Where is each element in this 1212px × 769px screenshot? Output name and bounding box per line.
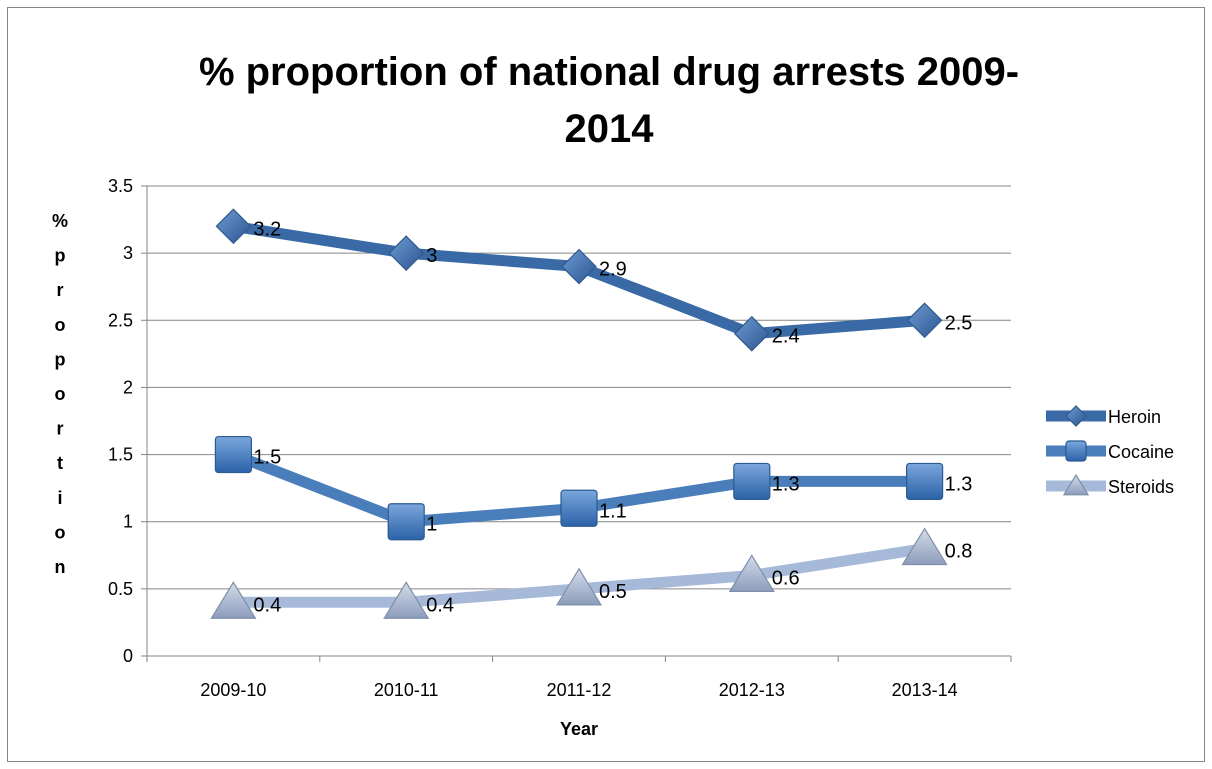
cocaine-data-label: 1.5 xyxy=(253,447,281,469)
x-tick-label: 2011-12 xyxy=(547,680,612,700)
legend-heroin-label: Heroin xyxy=(1108,407,1161,427)
steroids-marker xyxy=(210,581,257,619)
legend-steroids-label: Steroids xyxy=(1108,477,1174,497)
y-axis-title-char: r xyxy=(56,419,63,439)
heroin-marker xyxy=(215,208,252,245)
steroids-data-label: 0.8 xyxy=(945,541,973,563)
series-markers xyxy=(210,208,948,619)
heroin-data-label: 2.9 xyxy=(599,259,627,281)
cocaine-marker xyxy=(560,489,598,527)
x-tick-label: 2013-14 xyxy=(892,680,958,700)
y-axis-title-char: o xyxy=(55,315,66,335)
heroin-data-label: 3.2 xyxy=(253,218,281,240)
chart-frame xyxy=(7,7,1205,762)
y-tick-label: 1.5 xyxy=(108,445,133,465)
heroin-marker xyxy=(906,302,943,339)
steroids-data-label: 0.5 xyxy=(599,581,627,603)
steroids-marker xyxy=(555,567,603,606)
cocaine-data-label: 1.3 xyxy=(772,473,800,495)
x-tick-label: 2010-11 xyxy=(374,680,439,700)
y-tick-label: 2.5 xyxy=(108,310,133,330)
cocaine-data-label: 1.3 xyxy=(945,473,973,495)
heroin-marker xyxy=(388,235,425,271)
legend-steroids-marker xyxy=(1062,473,1090,496)
heroin-data-label: 2.4 xyxy=(772,326,800,348)
steroids-data-label: 0.6 xyxy=(772,567,800,589)
steroids-marker xyxy=(383,581,430,619)
x-tick-label: 2012-13 xyxy=(719,680,785,700)
x-tick-label: 2009-10 xyxy=(200,680,266,700)
legend: Heroin Cocaine Steroids xyxy=(1046,405,1174,497)
x-axis-title: Year xyxy=(560,719,598,739)
legend-cocaine-marker xyxy=(1065,440,1087,462)
y-axis-title-char: i xyxy=(57,488,62,508)
y-axis-title-char: p xyxy=(55,349,66,369)
y-axis-title: %proportion xyxy=(52,211,68,577)
chart-title-line-1: % proportion of national drug arrests 20… xyxy=(199,50,1019,94)
steroids-marker xyxy=(728,554,775,593)
steroids-data-label: 0.4 xyxy=(426,594,454,616)
cocaine-data-label: 1.1 xyxy=(599,500,627,522)
y-axis-title-char: n xyxy=(55,557,66,577)
axes xyxy=(141,185,1012,662)
y-axis-title-char: o xyxy=(55,522,66,542)
gridlines xyxy=(147,185,1011,590)
y-tick-label: 3 xyxy=(123,243,133,263)
heroin-data-label: 3 xyxy=(426,245,437,267)
legend-heroin-marker xyxy=(1065,405,1087,427)
y-tick-label: 1 xyxy=(123,512,133,532)
cocaine-marker xyxy=(387,503,425,541)
cocaine-data-label: 1 xyxy=(426,514,437,536)
y-tick-labels: 0 0.5 1 1.5 2 2.5 3 3.5 xyxy=(108,176,133,666)
y-axis-title-char: t xyxy=(57,453,63,473)
chart-title-line-2: 2014 xyxy=(565,107,655,151)
y-axis-title-char: % xyxy=(52,211,68,231)
steroids-marker xyxy=(901,527,948,566)
legend-cocaine-label: Cocaine xyxy=(1108,442,1174,462)
y-axis-title-char: p xyxy=(55,246,66,266)
y-axis-title-char: r xyxy=(56,280,63,300)
heroin-marker xyxy=(733,315,770,352)
y-axis-title-char: o xyxy=(55,384,66,404)
y-tick-label: 0 xyxy=(123,646,133,666)
y-tick-label: 2 xyxy=(123,377,133,397)
data-labels: 3.2 3 2.9 2.4 2.5 1.5 1 1.1 1.3 1.3 0.4 0.4 0.5 0.6 0.… xyxy=(253,218,972,616)
cocaine-marker xyxy=(733,462,771,501)
cocaine-marker xyxy=(905,462,944,501)
cocaine-marker xyxy=(214,435,252,474)
heroin-marker xyxy=(561,248,597,285)
x-tick-labels: 2009-10 2010-11 2011-12 2012-13 2013-14 xyxy=(200,680,957,700)
heroin-data-label: 2.5 xyxy=(945,312,973,334)
steroids-data-label: 0.4 xyxy=(253,594,281,616)
y-tick-label: 3.5 xyxy=(108,176,133,196)
y-tick-label: 0.5 xyxy=(108,579,133,599)
